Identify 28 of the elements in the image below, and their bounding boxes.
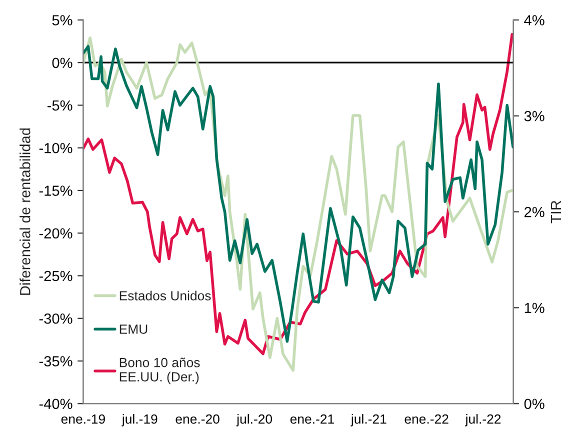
legend-label: Estados Unidos (120, 290, 211, 300)
x-tick-label: jul.-21 (350, 414, 386, 426)
y2-axis-title: TIR (550, 200, 561, 224)
legend-label: Bono 10 años EE.UU. (Der.) (120, 358, 200, 384)
y2-tick-label: 4% (524, 15, 544, 26)
y-tick-label: -5% (48, 100, 72, 111)
x-tick-label: ene.-19 (61, 414, 105, 424)
y-tick-label: -25% (39, 270, 72, 282)
y2-tick-label: 2% (524, 206, 544, 218)
x-tick-label: jul.-20 (236, 414, 272, 426)
y2-tick-label: 3% (524, 110, 544, 122)
x-tick-label: ene.-22 (404, 414, 448, 424)
y2-tick-label: 1% (524, 302, 544, 314)
x-tick-label: ene.-21 (290, 414, 334, 424)
y-tick-label: 5% (52, 15, 72, 26)
y-axis-title: Diferencial de rentabilidad (20, 128, 30, 295)
x-tick-label: ene.-20 (176, 414, 220, 424)
y-tick-label: -30% (39, 313, 72, 324)
x-tick-label: jul.-22 (464, 414, 501, 426)
x-tick-label: jul.-19 (122, 414, 158, 426)
y-tick-label: -15% (39, 186, 72, 196)
y-tick-label: -10% (39, 142, 72, 154)
legend-label: EMU (120, 324, 148, 334)
y-tick-label: -40% (39, 398, 72, 410)
y-tick-label: 0% (52, 58, 72, 68)
y-tick-label: -35% (39, 356, 72, 366)
y2-tick-label: 0% (524, 398, 544, 410)
y-tick-label: -20% (39, 228, 72, 239)
